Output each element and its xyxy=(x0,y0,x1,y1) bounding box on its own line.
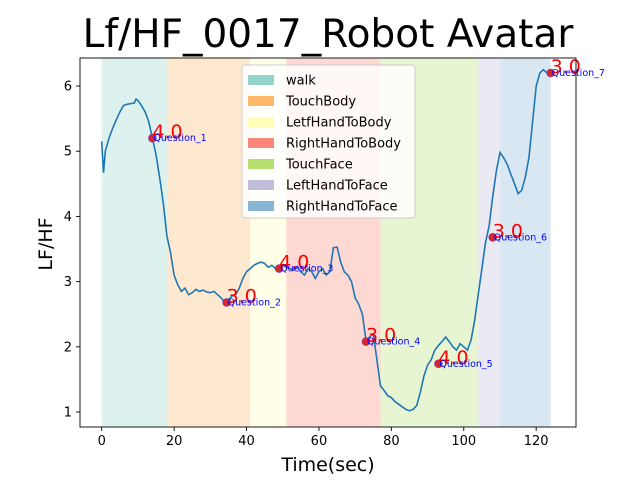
legend-swatch-6 xyxy=(248,201,274,211)
question-point-1 xyxy=(148,133,157,143)
question-label-5: Question_5 xyxy=(439,359,492,370)
legend-label-4: TouchFace xyxy=(285,158,353,173)
x-tick-label: 0 xyxy=(98,434,106,449)
y-tick-label: 2 xyxy=(64,340,72,355)
legend: walk TouchBody LetfHandToBody RightHandToBo… xyxy=(241,64,416,219)
question-point-3 xyxy=(274,264,284,273)
phase-band-1 xyxy=(166,58,251,427)
legend-label-5: LeftHandToFace xyxy=(286,179,388,194)
legend-label-1: TouchBody xyxy=(285,95,356,110)
phase-band-0 xyxy=(101,58,167,427)
legend-swatch-0 xyxy=(248,75,274,85)
phase-band-5 xyxy=(478,58,500,427)
legend-frame xyxy=(241,64,416,219)
question-score-6: 3.0 xyxy=(493,220,523,242)
x-tick-label: 40 xyxy=(238,434,255,449)
question-score-4: 3.0 xyxy=(366,325,396,347)
plot-frame xyxy=(79,57,577,428)
legend-swatch-2 xyxy=(248,117,274,127)
question-point-2 xyxy=(222,298,231,307)
question-point-6 xyxy=(488,232,498,242)
legend-label-2: LetfHandToBody xyxy=(286,116,392,131)
y-tick-label: 4 xyxy=(64,210,72,225)
legend-swatch-1 xyxy=(248,96,274,106)
legend-swatch-4 xyxy=(248,159,274,169)
legend-swatch-5 xyxy=(248,180,274,190)
y-tick-label: 3 xyxy=(64,275,72,290)
question-annotations: 4.0Question_13.0Question_24.0Question_33… xyxy=(148,56,605,370)
lfhf-series-line xyxy=(100,68,551,412)
y-tick-label: 6 xyxy=(64,80,72,95)
question-score-5: 4.0 xyxy=(438,347,468,369)
question-score-7: 3.0 xyxy=(551,56,581,78)
question-score-2: 3.0 xyxy=(227,285,257,307)
y-tick-label: 5 xyxy=(64,145,72,160)
question-label-6: Question_6 xyxy=(494,232,547,243)
legend-swatch-3 xyxy=(248,138,274,148)
question-score-1: 4.0 xyxy=(152,121,182,143)
question-label-3: Question_3 xyxy=(280,264,333,275)
x-tick-label: 60 xyxy=(311,434,328,449)
legend-label-6: RightHandToFace xyxy=(286,200,398,215)
x-tick-label: 20 xyxy=(166,434,183,449)
question-label-1: Question_1 xyxy=(153,133,206,144)
axis-ticks: 0 20 40 60 80 100 120 1 2 3 4 5 6 xyxy=(64,80,549,449)
phase-band-6 xyxy=(499,58,551,427)
y-tick-label: 1 xyxy=(64,406,72,421)
x-tick-label: 80 xyxy=(383,434,400,449)
chart-title: Lf/HF_0017_Robot Avatar xyxy=(83,12,575,57)
y-axis-label: LF/HF xyxy=(35,217,57,270)
question-label-2: Question_2 xyxy=(228,297,281,308)
legend-label-3: RightHandToBody xyxy=(286,137,401,152)
question-point-7 xyxy=(546,68,555,78)
x-tick-label: 120 xyxy=(524,434,549,449)
question-point-4 xyxy=(361,337,371,346)
question-score-3: 4.0 xyxy=(279,252,309,274)
legend-label-0: walk xyxy=(286,74,316,89)
question-label-4: Question_4 xyxy=(367,337,420,348)
question-point-5 xyxy=(434,359,443,369)
x-tick-label: 100 xyxy=(451,434,476,449)
x-axis-label: Time(sec) xyxy=(280,454,374,476)
question-label-7: Question_7 xyxy=(552,68,605,79)
